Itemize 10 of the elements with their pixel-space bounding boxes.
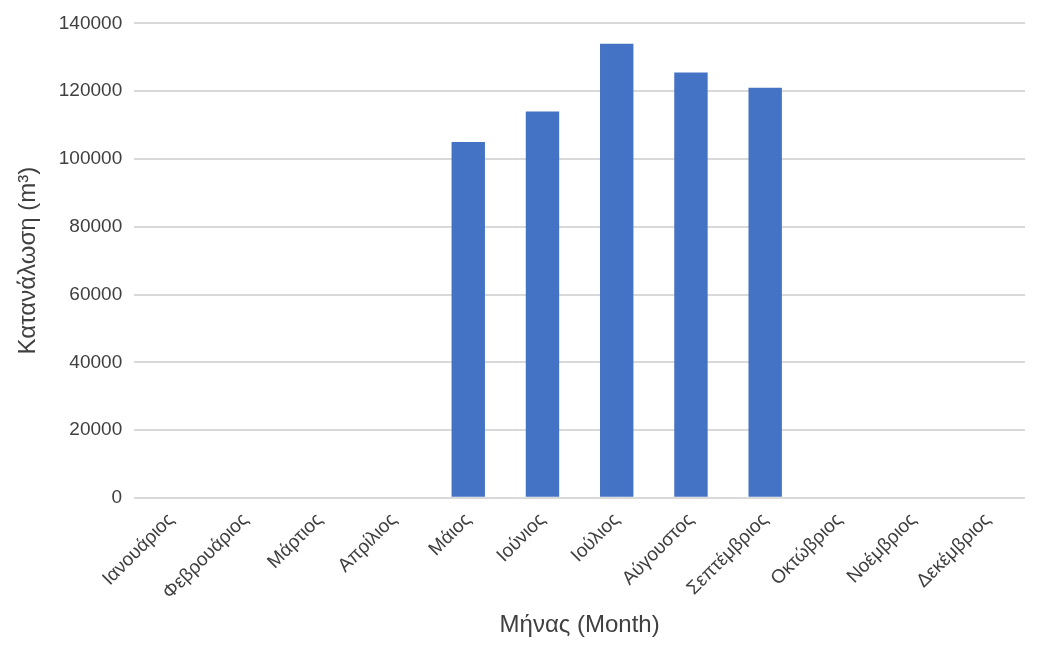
y-tick-label: 80000 <box>69 214 123 236</box>
y-tick-label: 100000 <box>58 147 123 169</box>
x-axis-title: Μήνας (Month) <box>499 610 660 638</box>
y-tick-label: 20000 <box>69 418 123 440</box>
y-tick-label: 0 <box>111 486 123 508</box>
y-tick-label: 140000 <box>58 11 123 33</box>
y-tick-label: 40000 <box>69 350 123 372</box>
y-tick-label: 60000 <box>69 282 123 304</box>
y-axis-title: Κατανάλωση (m³) <box>13 166 41 355</box>
y-tick-label: 120000 <box>58 79 123 101</box>
